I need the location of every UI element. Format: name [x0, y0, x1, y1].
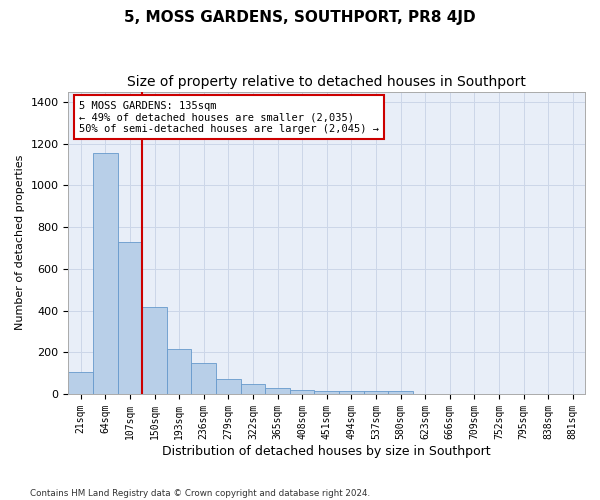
X-axis label: Distribution of detached houses by size in Southport: Distribution of detached houses by size …	[163, 444, 491, 458]
Bar	[314, 391, 339, 394]
Bar	[142, 308, 167, 394]
Text: 5, MOSS GARDENS, SOUTHPORT, PR8 4JD: 5, MOSS GARDENS, SOUTHPORT, PR8 4JD	[124, 10, 476, 25]
Bar	[265, 388, 290, 394]
Bar	[93, 153, 118, 394]
Bar	[191, 363, 216, 394]
Bar	[241, 384, 265, 394]
Bar	[118, 242, 142, 394]
Bar	[339, 391, 364, 394]
Bar	[167, 349, 191, 394]
Text: 5 MOSS GARDENS: 135sqm
← 49% of detached houses are smaller (2,035)
50% of semi-: 5 MOSS GARDENS: 135sqm ← 49% of detached…	[79, 100, 379, 134]
Bar	[388, 392, 413, 394]
Bar	[216, 380, 241, 394]
Bar	[364, 391, 388, 394]
Title: Size of property relative to detached houses in Southport: Size of property relative to detached ho…	[127, 75, 526, 89]
Bar	[68, 372, 93, 394]
Y-axis label: Number of detached properties: Number of detached properties	[15, 155, 25, 330]
Bar	[290, 390, 314, 394]
Text: Contains HM Land Registry data © Crown copyright and database right 2024.: Contains HM Land Registry data © Crown c…	[30, 488, 370, 498]
